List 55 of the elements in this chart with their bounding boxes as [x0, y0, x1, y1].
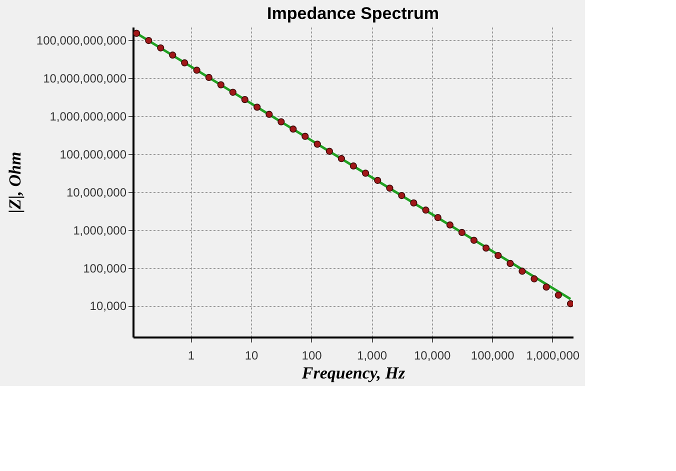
x-axis-title: Frequency, Hz — [300, 364, 406, 382]
point — [530, 275, 538, 282]
point — [266, 110, 273, 118]
point — [290, 126, 297, 133]
y-tick-label: 100,000,000,000 — [36, 34, 127, 48]
point — [446, 221, 454, 229]
point — [494, 252, 502, 260]
x-tick-label: 10,000 — [414, 348, 452, 362]
point — [278, 118, 285, 126]
point — [145, 36, 152, 44]
point — [362, 170, 370, 177]
y-tick-label: 10,000,000 — [66, 185, 127, 200]
x-tick-label: 100,000 — [470, 348, 515, 362]
point — [181, 59, 188, 66]
point — [386, 184, 394, 192]
point — [314, 140, 321, 148]
point — [374, 176, 382, 184]
point — [398, 192, 406, 200]
x-tick-label: 1,000 — [357, 348, 388, 362]
point — [458, 228, 466, 236]
y-tick-label: 1,000,000,000 — [50, 109, 127, 124]
point — [554, 292, 562, 299]
point — [422, 206, 430, 214]
point — [350, 162, 357, 170]
point — [410, 199, 418, 206]
x-tick-label: 1 — [188, 348, 195, 362]
y-axis-title: |Z|, Ohm — [5, 152, 24, 214]
y-tick-label: 10,000 — [90, 299, 127, 314]
point — [326, 148, 334, 155]
y-tick-label: 100,000,000 — [60, 147, 127, 162]
x-tick-label: 10 — [244, 348, 259, 362]
point — [217, 81, 224, 88]
point — [302, 132, 309, 140]
x-tick-label: 100 — [302, 348, 322, 362]
point — [254, 104, 261, 111]
point — [566, 300, 573, 308]
point — [169, 52, 176, 59]
point — [338, 155, 345, 162]
point — [542, 284, 550, 291]
point — [229, 88, 236, 96]
point — [518, 268, 526, 275]
y-tick-label: 1,000,000 — [73, 223, 127, 238]
point — [470, 236, 478, 244]
point — [241, 96, 248, 104]
point — [133, 30, 140, 37]
point — [506, 260, 514, 267]
y-tick-label: 100,000 — [83, 261, 127, 276]
x-tick-label: 1,000,000 — [526, 348, 580, 362]
point — [193, 66, 200, 74]
y-tick-label: 10,000,000,000 — [43, 71, 127, 86]
point — [205, 74, 212, 82]
chart-title: Impedance Spectrum — [267, 4, 439, 23]
point — [434, 214, 442, 222]
point — [157, 44, 164, 52]
point — [482, 244, 490, 252]
